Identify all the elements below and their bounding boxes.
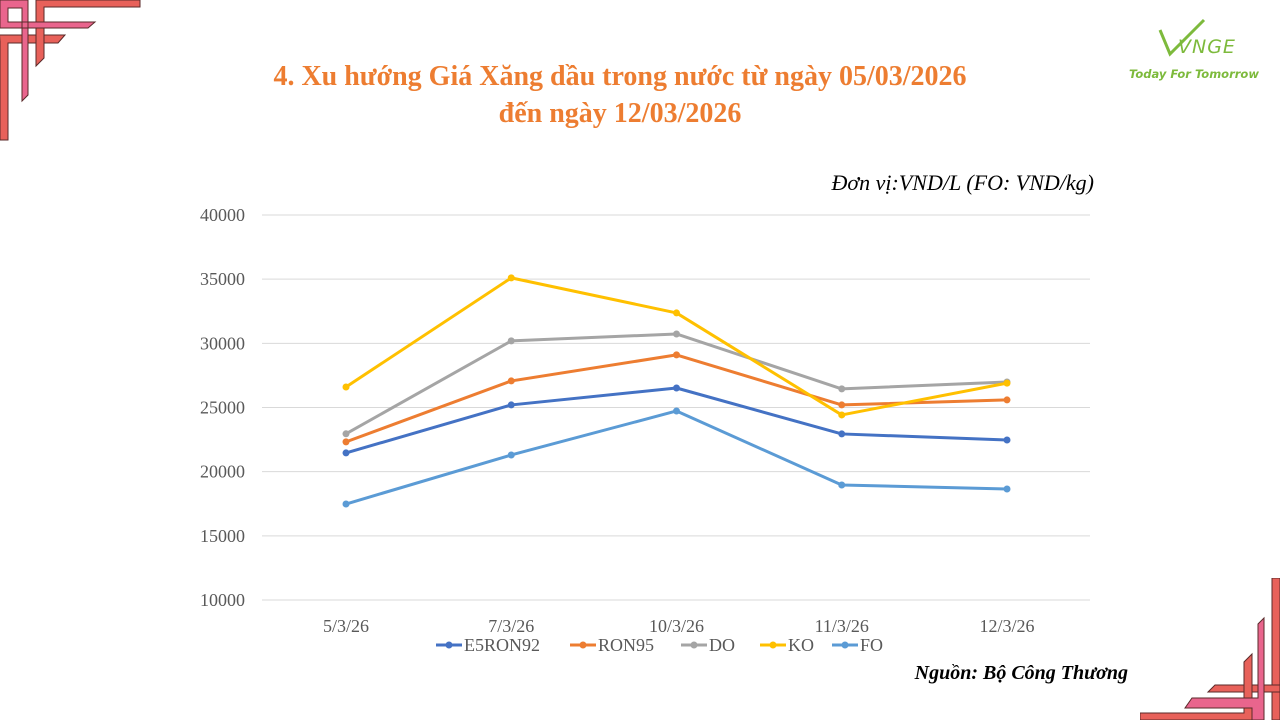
data-point-ron95 (342, 438, 350, 446)
series-line-ko (345, 276, 1008, 417)
data-point-e5ron92 (1003, 436, 1011, 444)
data-point-fo (838, 481, 846, 489)
data-point-ko (673, 309, 680, 317)
data-point-e5ron92 (507, 401, 515, 409)
data-point-ko (342, 383, 350, 391)
page-title: 4. Xu hướng Giá Xăng dầu trong nước từ n… (150, 58, 1090, 132)
legend-marker-fo (841, 641, 849, 649)
series-line-do (345, 332, 1008, 436)
legend-label-e5ron92: E5RON92 (464, 635, 540, 655)
data-point-ron95 (673, 351, 680, 359)
legend-marker-e5ron92 (445, 641, 453, 649)
data-point-ron95 (838, 401, 846, 409)
y-tick-label: 35000 (200, 269, 245, 289)
y-tick-label: 10000 (200, 590, 245, 610)
data-point-ron95 (1003, 396, 1011, 404)
data-point-fo (342, 500, 350, 508)
data-point-ko (838, 411, 846, 419)
data-point-ko (507, 274, 515, 282)
logo-word: VNGE (1178, 36, 1236, 58)
data-point-fo (1003, 485, 1011, 493)
x-tick-label: 11/3/26 (815, 616, 869, 636)
data-point-do (507, 337, 515, 345)
series-line-ron95 (345, 353, 1008, 444)
y-tick-label: 20000 (200, 462, 245, 482)
legend-marker-ron95 (579, 641, 587, 649)
y-tick-label: 15000 (200, 526, 245, 546)
y-tick-label: 40000 (200, 205, 245, 225)
x-tick-label: 5/3/26 (323, 616, 369, 636)
y-tick-label: 30000 (200, 333, 245, 353)
x-tick-label: 12/3/26 (979, 616, 1034, 636)
vnge-logo: VNGE Today For Tomorrow (1120, 18, 1270, 88)
legend-label-ron95: RON95 (598, 635, 654, 655)
legend-marker-do (690, 641, 698, 649)
logo-v-swoosh-icon (1158, 18, 1206, 57)
x-tick-label: 10/3/26 (649, 616, 704, 636)
title-line-2: đến ngày 12/03/2026 (498, 98, 742, 129)
data-point-fo (673, 407, 680, 415)
data-point-do (673, 330, 680, 338)
data-point-do (838, 385, 846, 393)
y-tick-label: 25000 (200, 398, 245, 418)
corner-ornament-bottom-right (1140, 578, 1280, 720)
corner-ornament-top-left (0, 0, 141, 141)
source-label: Nguồn: Bộ Công Thương (914, 662, 1128, 684)
legend-label-do: DO (709, 635, 735, 655)
data-point-e5ron92 (673, 384, 680, 392)
title-line-1: 4. Xu hướng Giá Xăng dầu trong nước từ n… (273, 61, 967, 92)
unit-label: Đơn vị:VND/L (FO: VND/kg) (831, 170, 1094, 195)
legend-label-ko: KO (788, 635, 814, 655)
data-point-ko (1003, 379, 1011, 387)
logo-tagline: Today For Tomorrow (1129, 67, 1259, 81)
legend-marker-ko (769, 641, 777, 649)
legend-label-fo: FO (860, 635, 883, 655)
data-point-ron95 (507, 377, 515, 385)
data-point-e5ron92 (342, 449, 350, 457)
x-tick-label: 7/3/26 (488, 616, 534, 636)
data-point-do (342, 430, 350, 438)
series-line-e5ron92 (345, 386, 1008, 455)
data-point-fo (507, 451, 515, 459)
data-point-e5ron92 (838, 430, 846, 438)
